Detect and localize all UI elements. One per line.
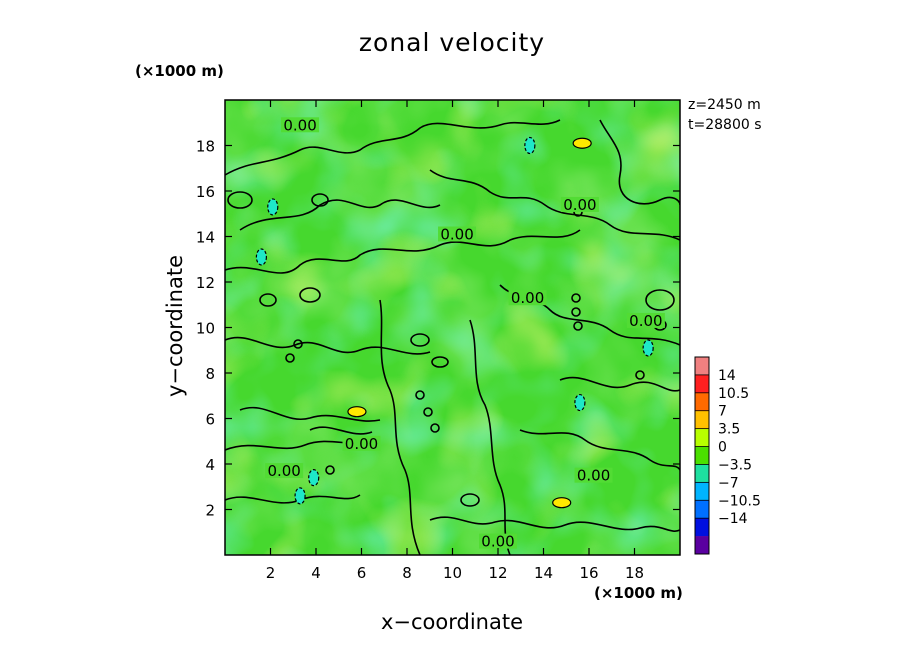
y-tick-label: 2 — [205, 502, 215, 520]
contour-label: 0.00 — [481, 533, 514, 551]
contour-label: 0.00 — [629, 312, 662, 330]
zero-contours — [225, 119, 680, 555]
negative-extremum — [308, 469, 320, 487]
x-tick-label: 14 — [534, 564, 553, 582]
contour-label: 0.00 — [283, 116, 316, 134]
x-tick-label: 16 — [579, 564, 598, 582]
colorbar-swatch — [695, 518, 709, 537]
y-tick-label: 4 — [205, 456, 215, 474]
contour-label-bg — [560, 196, 599, 212]
colorbar: 14 10.5 7 3.5 0−3.5 −7 −10.5 −14 — [694, 356, 761, 555]
y-tick-label: 10 — [196, 320, 215, 338]
x-tick-label: 8 — [402, 564, 412, 582]
heatmap-warm-regions — [225, 100, 680, 555]
y-tick-label: 8 — [205, 365, 215, 383]
y-axis-ticks: 2 4 6 8 10 12 14 16 18 — [196, 138, 680, 520]
x-axis-label: x−coordinate — [380, 610, 524, 634]
positive-extremum — [572, 137, 592, 149]
info-z-level: z=2450 m — [688, 97, 761, 113]
colorbar-swatch — [695, 357, 709, 376]
colorbar-swatch — [695, 410, 709, 429]
colorbar-swatch — [695, 482, 709, 501]
contour-label: 0.00 — [577, 467, 610, 485]
x-axis-ticks: 2 4 6 8 10 12 14 16 18 — [266, 100, 644, 582]
x-axis-unit: (×1000 m) — [594, 584, 683, 602]
colorbar-swatch — [695, 536, 709, 555]
y-axis-unit: (×1000 m) — [135, 62, 224, 80]
negative-extremum — [524, 136, 536, 155]
colorbar-label: −10.5 — [718, 493, 761, 509]
colorbar-label: −14 — [718, 511, 748, 527]
contour-label: 0.00 — [345, 435, 378, 453]
contour-label-bg — [281, 117, 320, 133]
positive-extremum — [552, 497, 572, 509]
negative-extremum — [267, 198, 279, 216]
contour-label-bg — [479, 533, 517, 549]
contour-label-bg — [438, 226, 477, 242]
contour-label: 0.00 — [511, 289, 544, 307]
x-tick-label: 4 — [311, 564, 321, 582]
y-tick-label: 18 — [196, 138, 215, 156]
colorbar-swatch — [695, 392, 709, 412]
y-tick-label: 12 — [196, 274, 215, 292]
colorbar-frame — [694, 356, 710, 555]
x-tick-label: 6 — [357, 564, 367, 582]
contour-label-bg — [342, 435, 381, 451]
colorbar-label: −3.5 — [718, 457, 752, 473]
positive-extremum — [347, 406, 367, 418]
colorbar-swatch — [695, 374, 709, 394]
contour-label-bg — [574, 467, 613, 483]
negative-extremum — [642, 339, 654, 357]
y-tick-label: 16 — [196, 183, 215, 201]
colorbar-label: 7 — [718, 404, 727, 420]
contour-label-bg — [626, 312, 665, 328]
y-tick-label: 6 — [205, 411, 215, 429]
colorbar-swatch — [695, 428, 709, 447]
contour-label: 0.00 — [267, 462, 300, 480]
contour-labels: 0.00 0.00 0.00 0.00 0.00 0.00 0.00 0.00 0.00 — [265, 116, 665, 551]
negative-extremum — [294, 487, 306, 505]
negative-extremum — [255, 248, 267, 266]
colorbar-label: 10.5 — [718, 386, 749, 402]
contour-label-bg — [508, 290, 547, 306]
y-tick-label: 14 — [196, 229, 215, 247]
contour-label: 0.00 — [563, 196, 596, 214]
x-tick-label: 12 — [488, 564, 507, 582]
contour-label-bg — [265, 463, 304, 479]
colorbar-label: −7 — [718, 475, 739, 491]
colorbar-label: 3.5 — [718, 422, 740, 438]
extrema-features — [255, 136, 654, 509]
chart-title: zonal velocity — [358, 28, 546, 57]
colorbar-swatch — [695, 446, 709, 465]
x-tick-label: 10 — [443, 564, 462, 582]
negative-extremum — [574, 393, 586, 412]
x-tick-label: 2 — [266, 564, 276, 582]
colorbar-label: 14 — [718, 368, 736, 384]
x-tick-label: 18 — [625, 564, 644, 582]
contour-label: 0.00 — [440, 226, 473, 244]
colorbar-swatch — [695, 500, 709, 519]
info-time: t=28800 s — [688, 117, 762, 133]
colorbar-swatch — [695, 464, 709, 483]
colorbar-label: 0 — [718, 440, 727, 456]
